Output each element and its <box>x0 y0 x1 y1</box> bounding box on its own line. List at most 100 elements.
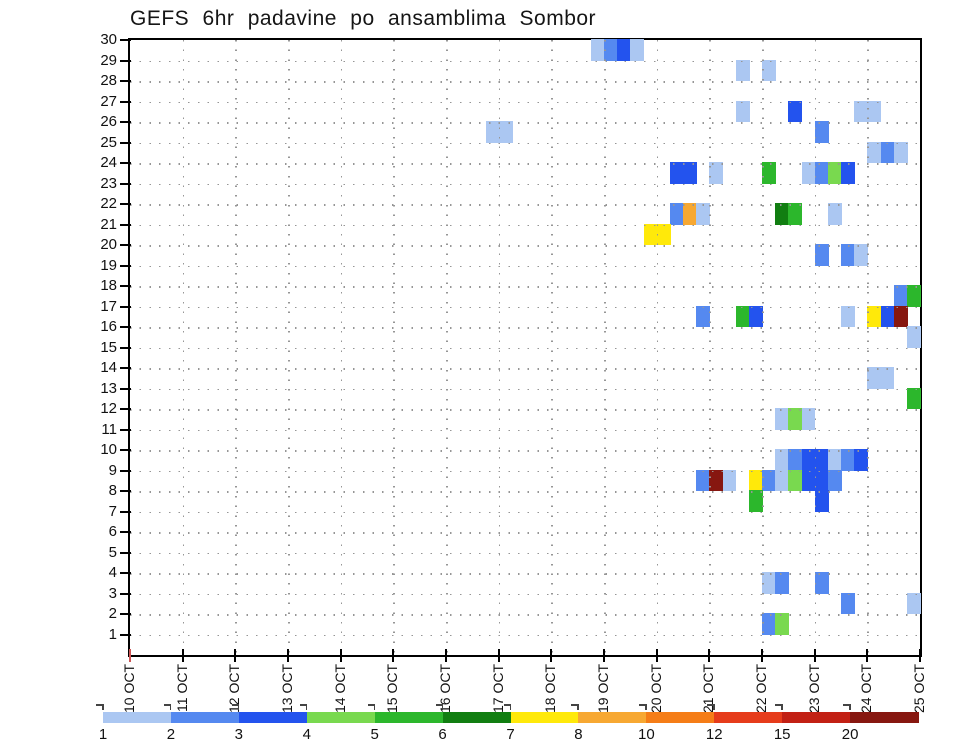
legend-tick <box>713 704 715 710</box>
x-axis-tick <box>339 649 342 662</box>
y-axis-tick <box>120 203 131 205</box>
legend-tick <box>849 704 851 710</box>
y-axis-label: 17 <box>100 297 117 315</box>
y-axis-tick <box>120 223 131 226</box>
heatmap-cell <box>854 449 869 471</box>
y-axis-tick <box>120 80 131 82</box>
legend-tick-foot <box>299 704 306 706</box>
member-gridline <box>130 614 920 616</box>
y-axis-tick <box>120 346 131 349</box>
heatmap-cell <box>788 408 803 430</box>
member-gridline <box>130 552 920 554</box>
heatmap-cell <box>630 39 645 61</box>
legend-tick <box>305 704 308 710</box>
heatmap-cell <box>775 572 790 594</box>
heatmap-cell <box>827 469 842 491</box>
heatmap-cell <box>906 326 921 348</box>
y-axis-tick <box>120 531 131 533</box>
y-axis-tick <box>120 264 131 267</box>
heatmap-cell <box>775 449 790 471</box>
legend-value-label: 7 <box>506 726 515 742</box>
heatmap-cell <box>841 244 855 266</box>
heatmap-cell <box>775 469 790 491</box>
gridlines-layer <box>130 40 920 655</box>
y-axis-label: 26 <box>100 113 117 130</box>
x-axis-label: 16 OCT <box>437 664 453 714</box>
member-gridline <box>130 60 920 62</box>
legend-value-label: 5 <box>370 726 379 742</box>
legend-tick-foot <box>571 704 578 706</box>
heatmap-cell <box>801 408 816 430</box>
legend-value-label: 12 <box>705 726 723 742</box>
legend-color-segment <box>103 712 172 723</box>
y-axis-tick <box>120 490 131 492</box>
member-gridline <box>130 306 920 308</box>
legend-tick-foot <box>435 704 442 706</box>
heatmap-cell <box>683 203 697 225</box>
member-gridline <box>130 532 920 534</box>
y-axis-tick <box>120 162 131 164</box>
heatmap-cell <box>696 203 711 225</box>
x-axis-label: 17 OCT <box>489 664 506 714</box>
heatmap-cell <box>814 572 829 594</box>
x-axis-label: 14 OCT <box>331 664 348 714</box>
y-axis-label: 3 <box>108 584 117 602</box>
x-axis-label: 22 OCT <box>753 664 769 714</box>
legend-tick-foot <box>231 704 238 706</box>
y-axis-tick <box>120 182 131 185</box>
plot-area <box>128 38 922 657</box>
x-axis-tick <box>813 649 816 662</box>
x-axis-tick <box>181 649 184 662</box>
heatmap-cell <box>735 100 750 122</box>
heatmap-cell <box>722 469 737 491</box>
legend-tick-foot <box>639 704 646 706</box>
heatmap-cell <box>696 469 711 491</box>
y-axis-label: 2 <box>108 605 117 622</box>
y-axis-tick <box>120 449 131 451</box>
legend-tick <box>509 704 512 710</box>
legend-tick <box>645 704 647 710</box>
y-axis-label: 21 <box>100 215 117 233</box>
heatmap-cell <box>709 469 724 491</box>
y-axis-tick <box>120 305 131 308</box>
legend-tick <box>441 704 444 710</box>
legend-color-segment <box>714 712 783 723</box>
x-axis-tick <box>234 649 237 662</box>
x-axis-label: 25 OCT <box>911 664 927 714</box>
heatmap-cell <box>854 100 869 122</box>
heatmap-cell <box>841 162 855 184</box>
heatmap-cell <box>893 285 908 307</box>
x-axis-tick <box>603 649 605 662</box>
y-axis-label: 30 <box>100 31 117 48</box>
heatmap-cell <box>906 592 921 614</box>
x-axis-label: 15 OCT <box>384 664 401 714</box>
heatmap-cell <box>854 244 869 266</box>
y-axis-label: 19 <box>100 256 117 274</box>
member-gridline <box>130 245 920 247</box>
y-axis-tick <box>120 59 131 62</box>
heatmap-cell <box>814 490 829 512</box>
heatmap-cell <box>735 59 750 81</box>
heatmap-cell <box>814 121 829 143</box>
y-axis-label: 14 <box>100 359 117 376</box>
y-axis-tick <box>120 551 131 554</box>
heatmap-cell <box>643 223 658 245</box>
legend-color-segment <box>850 712 919 723</box>
legend-value-label: 3 <box>234 726 243 742</box>
heatmap-cell <box>762 572 776 594</box>
y-axis-label: 13 <box>100 379 117 397</box>
heatmap-cell <box>801 469 816 491</box>
member-gridline <box>130 368 920 370</box>
y-axis-tick <box>120 387 131 390</box>
y-axis-label: 27 <box>100 92 117 110</box>
legend-tick-foot <box>707 704 714 706</box>
x-axis-tick <box>392 649 395 662</box>
legend-tick-foot <box>163 704 170 706</box>
x-axis-label: 19 OCT <box>595 664 611 714</box>
heatmap-cell <box>696 305 711 327</box>
y-axis-tick <box>120 326 131 328</box>
y-axis-label: 1 <box>108 625 117 643</box>
legend-color-segment <box>646 712 715 723</box>
legend-tick-foot <box>775 704 782 706</box>
